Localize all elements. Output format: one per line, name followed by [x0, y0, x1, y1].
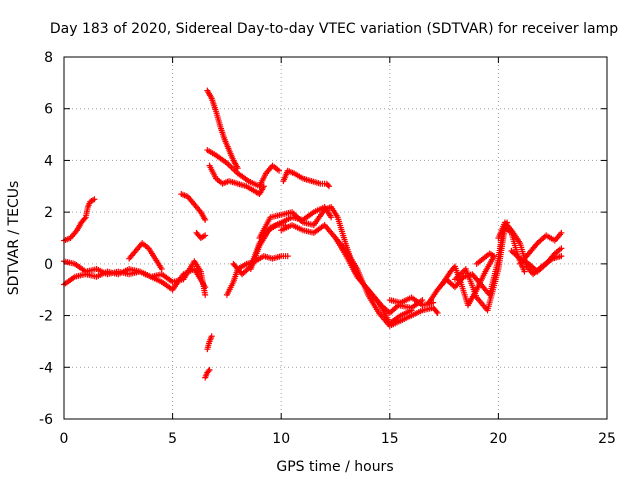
data-point	[234, 165, 241, 172]
grid-lines	[63, 56, 608, 420]
data-point	[202, 232, 209, 239]
chart-title: Day 183 of 2020, Sidereal Day-to-day VTE…	[50, 21, 618, 37]
data-point	[491, 253, 498, 260]
data-point	[260, 183, 267, 190]
x-tick-label: 25	[598, 431, 616, 447]
y-tick-label: 0	[44, 257, 53, 273]
data-point	[276, 167, 283, 174]
data-point	[558, 253, 565, 260]
x-axis-label: GPS time / hours	[276, 459, 393, 475]
data-point	[202, 216, 209, 223]
data-point	[434, 309, 441, 316]
y-tick-label: -4	[39, 360, 53, 376]
tick-labels: 0 5 10 15 20 25 -6 -4 -2 0 2 4 6 8	[39, 50, 616, 447]
x-tick-label: 5	[168, 431, 177, 447]
data-point	[328, 214, 335, 221]
y-tick-label: 6	[44, 102, 53, 118]
data-points	[61, 87, 565, 381]
y-tick-label: -6	[39, 412, 53, 428]
x-tick-label: 0	[60, 431, 69, 447]
data-point	[202, 284, 209, 291]
x-tick-label: 15	[381, 431, 399, 447]
y-tick-label: 8	[44, 50, 53, 66]
y-axis-label: SDTVAR / TECUs	[6, 181, 22, 296]
data-point	[408, 307, 415, 314]
data-point	[158, 266, 165, 273]
data-point	[325, 183, 332, 190]
x-tick-label: 20	[489, 431, 507, 447]
y-tick-label: -2	[39, 309, 53, 325]
y-tick-label: 2	[44, 205, 53, 221]
data-point	[433, 308, 440, 315]
data-point	[208, 333, 215, 340]
data-point	[206, 366, 213, 373]
data-point	[324, 181, 331, 188]
data-point	[91, 196, 98, 203]
data-point	[202, 291, 209, 298]
data-point	[558, 229, 565, 236]
data-point	[284, 253, 291, 260]
data-point	[521, 268, 528, 275]
plot-frame	[63, 56, 608, 420]
x-tick-label: 10	[272, 431, 290, 447]
y-tick-label: 4	[44, 153, 53, 169]
data-point	[81, 215, 88, 222]
data-point	[205, 368, 212, 375]
data-point	[419, 297, 426, 304]
data-point	[558, 245, 565, 252]
